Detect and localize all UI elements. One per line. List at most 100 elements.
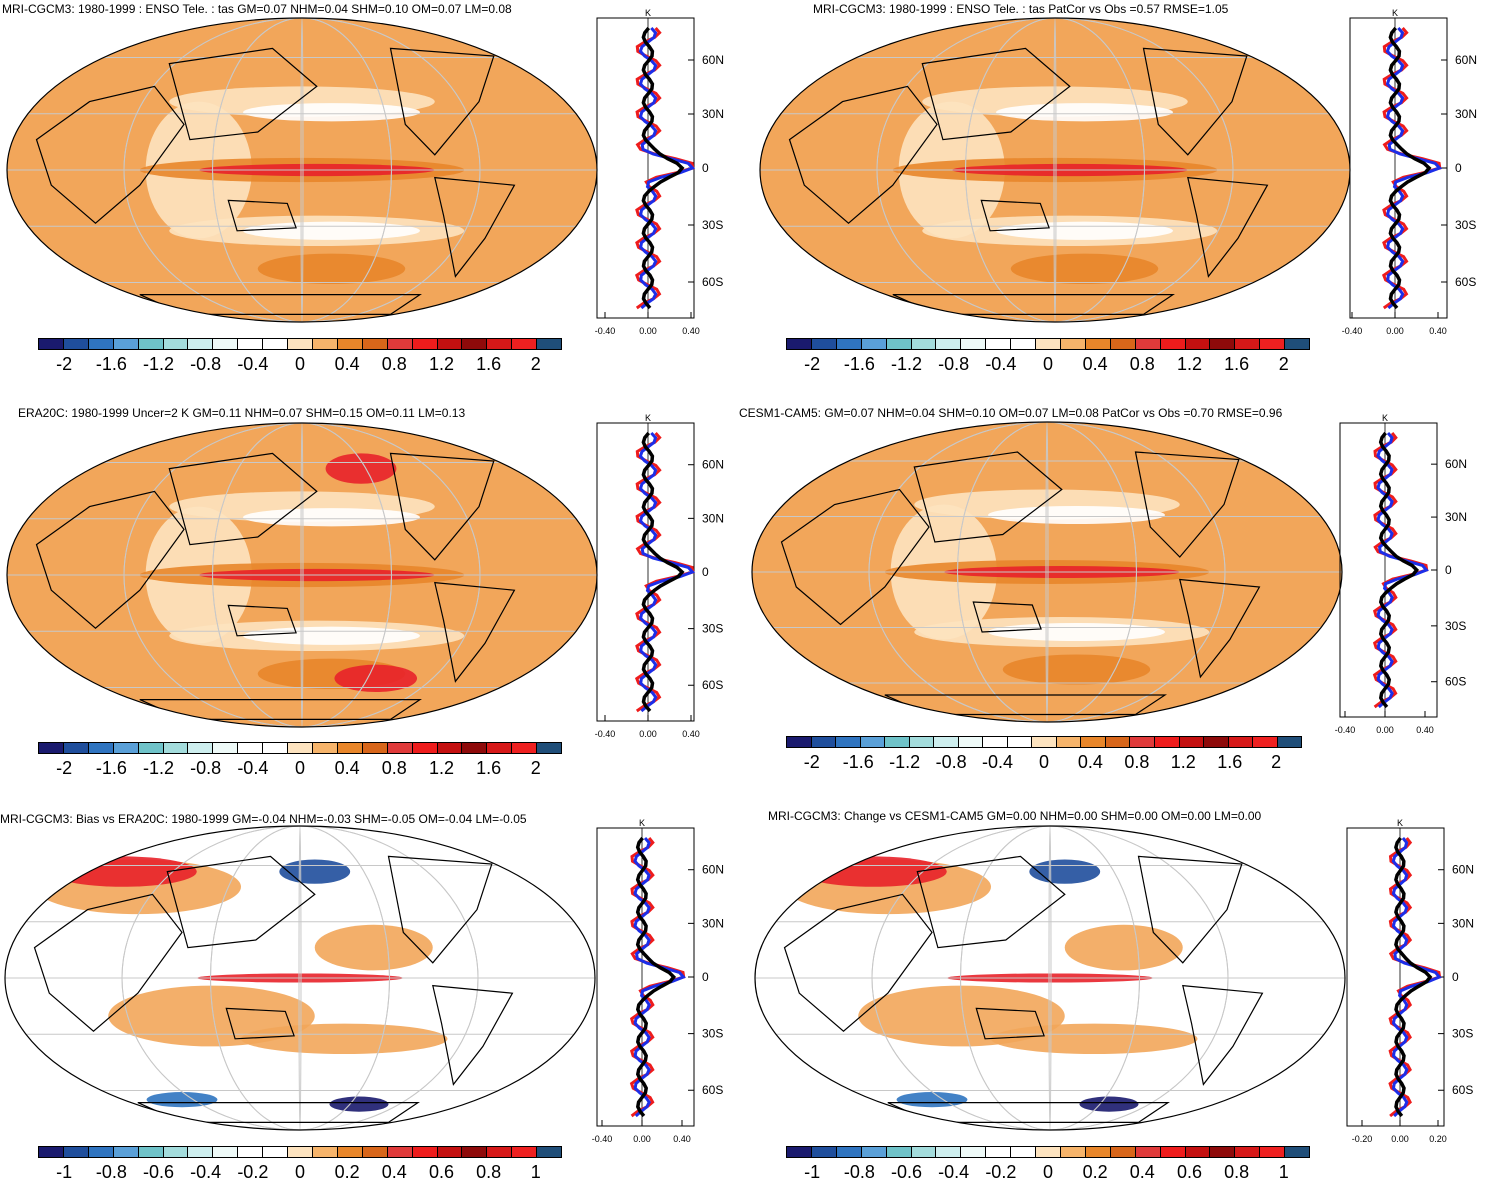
colorbar-swatch — [1135, 1147, 1161, 1157]
colorbar-label: 0.4 — [334, 354, 360, 374]
colorbar-swatch — [886, 339, 912, 349]
colorbar-swatch — [983, 737, 1008, 747]
colorbar-label: 2 — [530, 758, 541, 778]
map-meridian — [298, 826, 302, 1130]
map-coastline — [168, 47, 318, 141]
colorbar-swatch — [462, 743, 488, 753]
colorbar-swatch — [213, 1147, 239, 1157]
profile-plot-1: K 60N 30N 0 30S 60S -0.40 0.00 0.40 — [595, 8, 724, 336]
colorbar-2: -2 -1.6 -1.2 -0.8 -0.4 0 0.4 0.8 1.2 1.6 2 — [786, 338, 1310, 374]
colorbar-swatch — [911, 1147, 937, 1157]
map-meridian — [212, 423, 392, 727]
colorbar-swatch — [1154, 737, 1180, 747]
map-meridian — [123, 18, 481, 322]
map-anomaly-area — [1079, 1096, 1139, 1112]
colorbar-swatch — [387, 743, 413, 753]
colorbar-label: -0.8 — [935, 752, 967, 772]
colorbar-swatch — [238, 743, 264, 753]
map-meridian — [871, 826, 1229, 1130]
profile-x-label: -0.40 — [592, 1134, 613, 1144]
colorbar-swatch — [886, 1147, 912, 1157]
colorbar-swatch — [487, 1147, 513, 1157]
map-field — [752, 422, 1342, 722]
colorbar-swatch — [1285, 339, 1310, 349]
colorbar-swatch — [387, 339, 413, 349]
colorbar-swatches — [38, 1146, 562, 1158]
map-coastline — [916, 855, 1066, 949]
colorbar-4: -2 -1.6 -1.2 -0.8 -0.4 0 0.4 0.8 1.2 1.6 2 — [786, 736, 1302, 772]
map-meridian — [121, 826, 479, 1130]
profile-plot-4: K 60N 30N 0 30S 60S -0.40 0.00 0.40 — [1335, 413, 1467, 735]
profile-x-label: 0.20 — [1429, 1134, 1447, 1144]
colorbar-swatch — [39, 339, 64, 349]
colorbar-label: 0.8 — [1124, 752, 1150, 772]
colorbar-label: -1 — [56, 1162, 73, 1182]
panel-title: MRI-CGCM3: Bias vs ERA20C: 1980-1999 GM=… — [0, 812, 527, 826]
colorbar-swatch — [1110, 1147, 1136, 1157]
colorbar-swatch — [787, 1147, 812, 1157]
colorbar-label: -0.8 — [938, 354, 970, 374]
colorbar-swatch — [1105, 737, 1131, 747]
map-meridian — [1045, 422, 1049, 722]
profile-x-label: -0.40 — [1342, 326, 1363, 336]
map-meridian — [965, 18, 1145, 322]
profile-lat-label: 30S — [702, 1027, 723, 1041]
panel-title: CESM1-CAM5: GM=0.07 NHM=0.04 SHM=0.10 OM… — [739, 406, 1283, 420]
colorbar-label: -0.8 — [95, 1162, 127, 1182]
colorbar-labels: -2 -1.6 -1.2 -0.8 -0.4 0 0.4 0.8 1.2 1.6 2 — [38, 754, 562, 778]
colorbar-swatch — [163, 339, 189, 349]
colorbar-swatch — [986, 339, 1012, 349]
colorbar-swatch — [1081, 737, 1106, 747]
profile-lat-label: 60S — [702, 1083, 723, 1097]
colorbar-swatch — [1135, 339, 1161, 349]
profile-series-line — [1388, 26, 1432, 310]
colorbar-swatch — [63, 743, 89, 753]
colorbar-swatch — [263, 743, 289, 753]
colorbar-swatch — [1210, 339, 1236, 349]
colorbar-labels: -2 -1.6 -1.2 -0.8 -0.4 0 0.4 0.8 1.2 1.6 2 — [38, 350, 562, 374]
map-coastline — [227, 604, 297, 637]
colorbar-swatch — [88, 743, 114, 753]
map-meridian — [300, 18, 304, 322]
profile-lat-label: 30S — [702, 218, 723, 232]
colorbar-label: -2 — [803, 752, 820, 772]
profile-lat-label: 60N — [1455, 53, 1477, 67]
colorbar-label: -0.4 — [237, 354, 269, 374]
colorbar-label: 0.8 — [381, 354, 407, 374]
colorbar-label: 0.6 — [1176, 1162, 1202, 1182]
colorbar-label: -0.2 — [985, 1162, 1017, 1182]
colorbar-swatch — [63, 339, 89, 349]
colorbar-label: 0 — [294, 1162, 306, 1182]
map-anomaly-area — [1002, 654, 1151, 685]
profile-lat-label: 60S — [1452, 1083, 1473, 1097]
colorbar-swatch — [787, 339, 812, 349]
colorbar-label: -1.2 — [143, 354, 175, 374]
colorbar-swatch — [88, 339, 114, 349]
map-6 — [754, 825, 1346, 1131]
map-coastline — [1182, 984, 1264, 1086]
map-anomaly-area — [996, 221, 1173, 240]
colorbar-swatch — [412, 339, 438, 349]
colorbar-label: -0.2 — [237, 1162, 269, 1182]
colorbar-swatch — [1160, 339, 1186, 349]
map-field — [760, 18, 1350, 322]
map-2 — [759, 17, 1351, 323]
colorbar-swatch — [1036, 339, 1061, 349]
colorbar-swatch — [163, 743, 189, 753]
colorbar-swatch — [437, 1147, 463, 1157]
colorbar-swatch — [836, 737, 861, 747]
colorbar-swatch — [312, 743, 338, 753]
colorbar-swatch — [462, 1147, 488, 1157]
colorbar-swatch — [263, 1147, 289, 1157]
panel-title: MRI-CGCM3: Change vs CESM1-CAM5 GM=0.00 … — [768, 809, 1262, 823]
colorbar-swatch — [163, 1147, 189, 1157]
profile-series-line — [1394, 836, 1433, 1118]
colorbar-label: -1 — [804, 1162, 821, 1182]
map-coastline — [35, 85, 185, 224]
colorbar-swatch — [1277, 737, 1302, 747]
map-anomaly-area — [279, 859, 351, 884]
colorbar-swatch — [188, 1147, 214, 1157]
colorbar-swatch — [936, 1147, 962, 1157]
colorbar-swatch — [412, 743, 438, 753]
